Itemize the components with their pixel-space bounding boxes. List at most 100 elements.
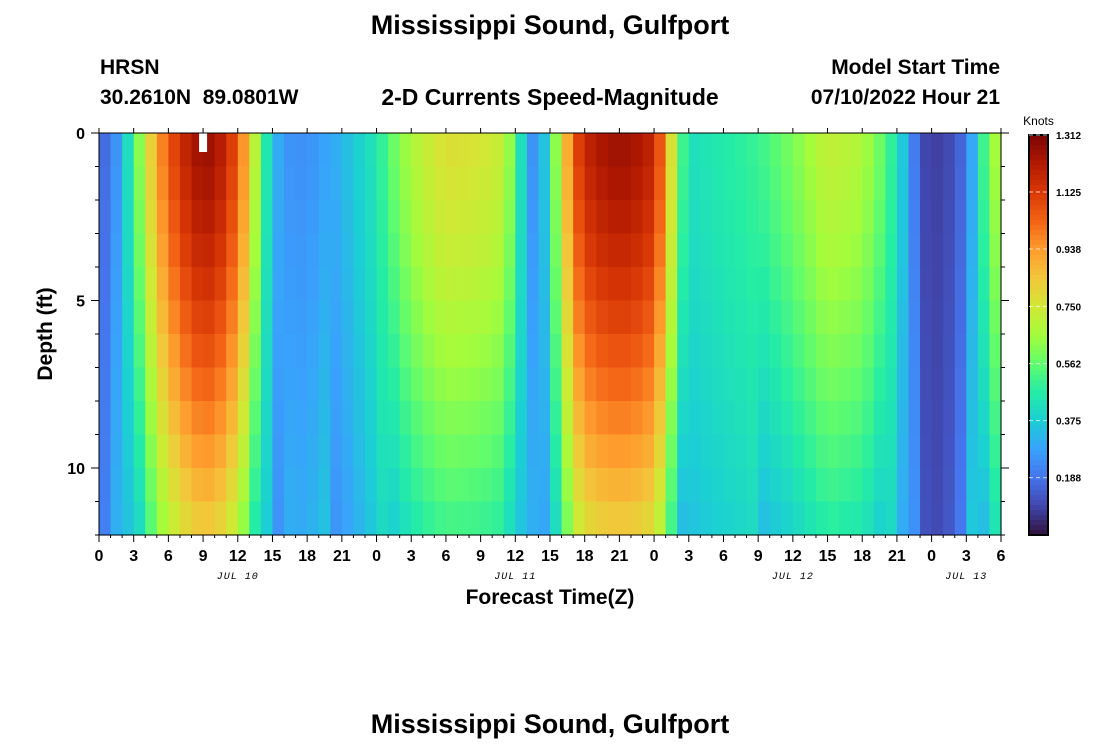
heatmap-cell [885,434,898,469]
heatmap-cell [573,133,586,168]
heatmap-cell [550,200,563,235]
x-tick-label: 9 [199,548,208,565]
heatmap-cell [873,501,886,536]
heatmap-cell [596,367,609,402]
heatmap-cell [596,233,609,268]
x-tick-label: 21 [610,548,628,565]
heatmap-cell [364,468,378,503]
heatmap-cell [550,434,563,469]
heatmap-cell [908,133,921,168]
heatmap-cell [827,267,840,302]
heatmap-cell [977,434,991,469]
heatmap-cell [318,367,331,402]
heatmap-cell [99,334,112,369]
heatmap-cell [966,166,979,201]
heatmap-cell [538,501,551,536]
heatmap-cell [561,401,574,436]
heatmap-cell [827,133,840,168]
heatmap-cell [330,133,343,168]
heatmap-cell [781,501,794,536]
heatmap-cell [110,267,123,302]
heatmap-cell [110,133,123,168]
heatmap-cell [862,401,875,436]
heatmap-cell [885,300,898,335]
heatmap-cell [665,233,678,268]
heatmap-cell [954,367,967,402]
heatmap-cell [619,200,632,235]
heatmap-cell [700,200,713,235]
heatmap-cell [839,233,852,268]
heatmap-cell [596,133,609,168]
heatmap-cell [619,267,632,302]
heatmap-cell [769,334,782,369]
heatmap-cell [584,300,597,335]
heatmap-cell [896,200,910,235]
heatmap-cell [931,367,944,402]
heatmap-cell [885,468,898,503]
heatmap-cell [735,468,748,503]
heatmap-cell [434,200,447,235]
heatmap-cell [99,200,112,235]
heatmap-cell [573,367,586,402]
heatmap-cell [977,468,991,503]
heatmap-cell [561,133,574,168]
heatmap-cell [792,300,806,335]
heatmap-cell [896,133,910,168]
heatmap-cell [237,300,250,335]
heatmap-cell [526,233,540,268]
heatmap-cell [168,267,181,302]
heatmap-cell [746,334,759,369]
heatmap-cell [804,133,817,168]
heatmap-cell [550,367,563,402]
y-tick-label: 0 [76,126,85,143]
heatmap-cell [399,166,412,201]
colorbar-segment [1029,390,1048,396]
heatmap-cell [284,133,297,168]
heatmap-cell [457,501,470,536]
heatmap-cell [445,367,459,402]
heatmap-cell [526,468,540,503]
heatmap-cell [966,367,979,402]
heatmap-cell [977,200,991,235]
heatmap-cell [388,501,401,536]
heatmap-cell [619,166,632,201]
heatmap-cell [214,334,227,369]
heatmap-cell [677,468,690,503]
heatmap-cell [665,501,678,536]
heatmap-cell [330,367,343,402]
date-label: JUL 10 [217,572,259,583]
heatmap-cell [203,367,216,402]
heatmap-cell [596,468,609,503]
heatmap-cell [885,166,898,201]
heatmap-cell [156,200,169,235]
heatmap-cell [815,401,829,436]
heatmap-cell [179,501,193,536]
heatmap-cell [665,166,678,201]
heatmap-cell [723,166,736,201]
heatmap-cell [168,468,181,503]
heatmap-cell [133,300,146,335]
heatmap-cell [769,300,782,335]
heatmap-cell [411,401,424,436]
heatmap-cell [295,233,308,268]
heatmap-cell [376,401,389,436]
heatmap-cell [723,434,736,469]
heatmap-cell [133,367,146,402]
heatmap-cell [422,233,435,268]
heatmap-cell [896,501,910,536]
heatmap-cell [445,434,459,469]
heatmap-cell [688,434,701,469]
heatmap-cell [839,133,852,168]
heatmap-cell [677,233,690,268]
heatmap-cell [862,267,875,302]
heatmap-cell [122,133,135,168]
heatmap-cell [723,267,736,302]
heatmap-cell [411,200,424,235]
heatmap-cell [133,267,146,302]
heatmap-cell [931,267,944,302]
heatmap-cell [804,367,817,402]
colorbar-segment [1029,380,1048,386]
heatmap-cell [469,334,482,369]
heatmap-cell [168,501,181,536]
heatmap-cell [781,434,794,469]
